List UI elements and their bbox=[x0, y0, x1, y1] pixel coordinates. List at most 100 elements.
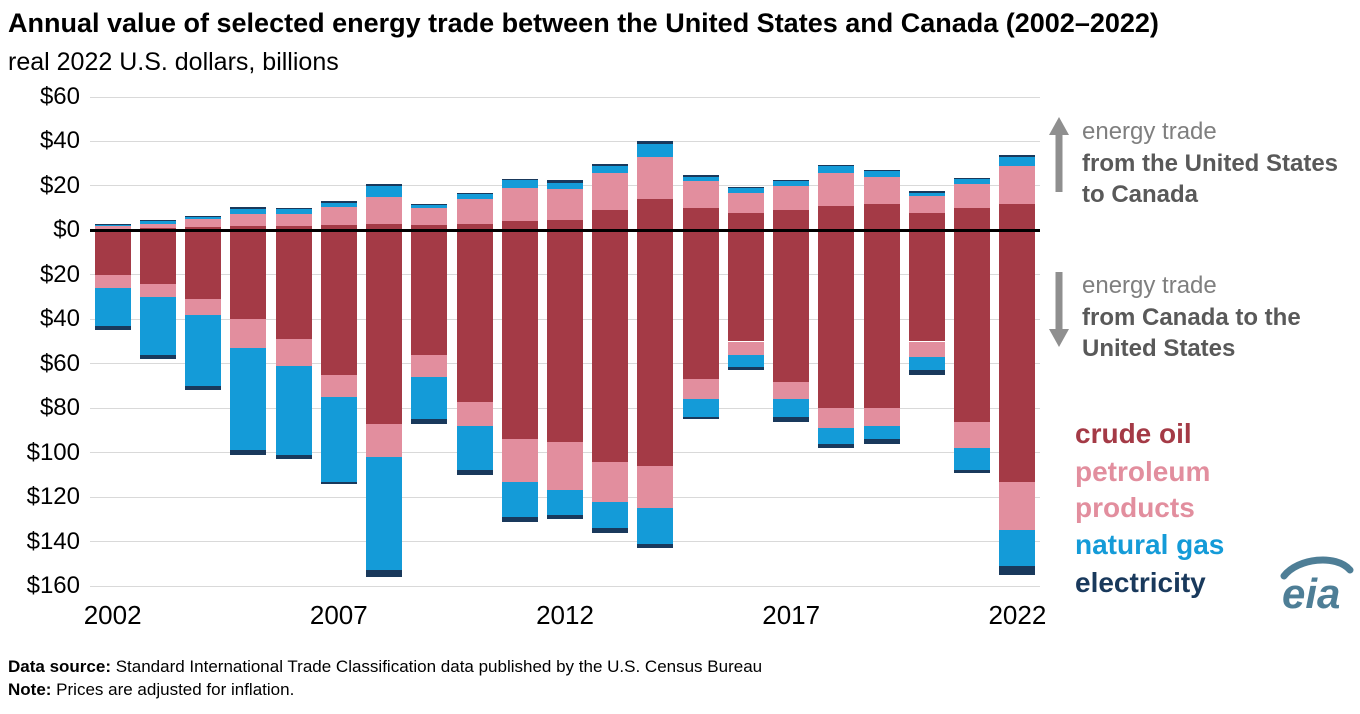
bar-segment-down-natural-gas bbox=[682, 399, 719, 418]
bar-segment-down-natural-gas bbox=[592, 501, 629, 529]
bar-segment-down-petroleum-products bbox=[547, 441, 583, 491]
bar-segment-down-natural-gas bbox=[863, 425, 900, 440]
y-tick-label: $40 bbox=[39, 305, 80, 333]
bar-segment-up-natural-gas bbox=[456, 193, 493, 200]
bar-segment-down-natural-gas bbox=[230, 348, 267, 451]
bar-segment-up-petroleum-products bbox=[320, 207, 357, 225]
bar-segment-up-petroleum-products bbox=[185, 219, 222, 228]
bar-segment-up-electricity bbox=[818, 164, 855, 166]
legend-item-crude-oil: crude oil bbox=[1075, 418, 1192, 449]
bar-segment-down-electricity bbox=[275, 454, 312, 460]
bar-segment-down-electricity bbox=[954, 470, 991, 473]
bar-segment-up-electricity bbox=[954, 178, 991, 180]
bar-segment-up-petroleum-products bbox=[94, 225, 131, 230]
bar-segment-down-petroleum-products bbox=[230, 319, 267, 349]
y-tick-label: $140 bbox=[26, 527, 80, 555]
y-tick-label: $100 bbox=[26, 438, 80, 466]
bar-segment-down-crude-oil bbox=[366, 230, 403, 424]
bar-segment-up-petroleum-products bbox=[366, 197, 403, 224]
bar-segment-down-petroleum-products bbox=[94, 274, 131, 289]
bar-segment-up-electricity bbox=[94, 223, 131, 225]
bar-segment-up-crude-oil bbox=[592, 210, 629, 231]
y-tick-label: $20 bbox=[39, 171, 80, 199]
note-label: Note: bbox=[8, 680, 52, 699]
bar-segment-up-petroleum-products bbox=[908, 195, 945, 213]
bar-segment-down-electricity bbox=[547, 514, 583, 520]
bar-segment-down-crude-oil bbox=[456, 230, 493, 402]
bar-segment-up-crude-oil bbox=[501, 221, 538, 231]
footer: Data source: Standard International Trad… bbox=[8, 655, 762, 701]
bar-segment-down-crude-oil bbox=[139, 230, 176, 284]
plot-area bbox=[90, 96, 1040, 587]
annotation-light-text: energy trade bbox=[1082, 118, 1217, 145]
bar-segment-up-electricity bbox=[908, 191, 945, 193]
bar-segment-down-natural-gas bbox=[773, 399, 810, 418]
bar-segment-down-electricity bbox=[637, 543, 674, 549]
bar-segment-up-crude-oil bbox=[230, 225, 267, 231]
up-arrow-icon bbox=[1049, 117, 1069, 192]
bar-segment-up-crude-oil bbox=[411, 224, 448, 231]
eia-logo-text: eia bbox=[1282, 570, 1340, 616]
bar-segment-down-electricity bbox=[94, 325, 131, 331]
bar-segment-down-electricity bbox=[185, 385, 222, 391]
bar-segment-down-petroleum-products bbox=[954, 421, 991, 449]
bar-segment-up-natural-gas bbox=[954, 179, 991, 184]
bar-segment-down-natural-gas bbox=[818, 428, 855, 444]
bar-segment-down-crude-oil bbox=[682, 230, 719, 380]
bar-segment-down-electricity bbox=[727, 367, 764, 371]
y-axis-labels: $60 $40 $20 $0 $20 $40 $60 $80 $100 $120 $140 $160 bbox=[0, 83, 80, 599]
annotation-us-to-canada: energy trade from the United States to C… bbox=[1048, 116, 1360, 211]
bar-segment-down-petroleum-products bbox=[637, 465, 674, 509]
x-tick-label: 2022 bbox=[988, 600, 1047, 630]
down-arrow-icon bbox=[1049, 272, 1069, 347]
eia-logo: eia bbox=[1276, 556, 1356, 621]
bar-segment-up-petroleum-products bbox=[954, 183, 991, 209]
bar-segment-down-natural-gas bbox=[727, 354, 764, 368]
bar-segment-down-petroleum-products bbox=[275, 339, 312, 366]
bar-segment-down-natural-gas bbox=[411, 377, 448, 420]
bar-segment-down-petroleum-products bbox=[592, 461, 629, 502]
bar-segment-down-petroleum-products bbox=[863, 408, 900, 426]
y-tick-label: $20 bbox=[39, 260, 80, 288]
bar-segment-up-electricity bbox=[275, 208, 312, 210]
bar-segment-down-natural-gas bbox=[637, 508, 674, 544]
bar-segment-down-petroleum-products bbox=[773, 381, 810, 400]
bar-segment-up-petroleum-products bbox=[275, 213, 312, 226]
bar-segment-up-electricity bbox=[501, 179, 538, 181]
bar-segment-down-electricity bbox=[501, 517, 538, 522]
annotation-light-text: energy trade bbox=[1082, 272, 1217, 299]
bar-segment-down-crude-oil bbox=[185, 230, 222, 300]
bar-segment-up-crude-oil bbox=[773, 210, 810, 231]
bar-segment-up-natural-gas bbox=[185, 217, 222, 220]
bar-segment-down-crude-oil bbox=[863, 230, 900, 409]
bar-segment-down-crude-oil bbox=[592, 230, 629, 462]
bar-segment-up-petroleum-products bbox=[773, 185, 810, 211]
bar-segment-down-petroleum-products bbox=[320, 374, 357, 398]
annotation-us-to-canada-text: energy trade from the United States to C… bbox=[1082, 116, 1360, 211]
bar-segment-up-natural-gas bbox=[999, 157, 1036, 166]
bar-segment-up-petroleum-products bbox=[682, 181, 719, 209]
bar-segment-up-natural-gas bbox=[773, 181, 810, 186]
bar-segment-up-crude-oil bbox=[275, 225, 312, 231]
bar-segment-up-electricity bbox=[139, 220, 176, 222]
y-tick-label: $60 bbox=[39, 349, 80, 377]
zero-axis-line bbox=[90, 228, 1040, 232]
bar-segment-up-electricity bbox=[863, 170, 900, 172]
bar-segment-up-natural-gas bbox=[366, 185, 403, 198]
bar-segment-down-crude-oil bbox=[999, 230, 1036, 482]
bar-segment-down-electricity bbox=[411, 419, 448, 424]
bar-segment-down-crude-oil bbox=[94, 230, 131, 275]
bar-segment-down-petroleum-products bbox=[411, 354, 448, 378]
bar-segment-up-crude-oil bbox=[366, 223, 403, 231]
legend-item-natural-gas: natural gas bbox=[1075, 529, 1225, 561]
bar-segment-up-natural-gas bbox=[320, 202, 357, 208]
bar-segment-up-crude-oil bbox=[818, 205, 855, 231]
bar-segment-up-natural-gas bbox=[275, 209, 312, 214]
gridline bbox=[90, 541, 1040, 543]
bar-segment-up-natural-gas bbox=[863, 171, 900, 177]
bar-segment-up-petroleum-products bbox=[863, 177, 900, 204]
bar-segment-down-crude-oil bbox=[908, 230, 945, 342]
bar-segment-down-crude-oil bbox=[818, 230, 855, 409]
annotation-bold-text: from the United States to Canada bbox=[1082, 149, 1339, 209]
